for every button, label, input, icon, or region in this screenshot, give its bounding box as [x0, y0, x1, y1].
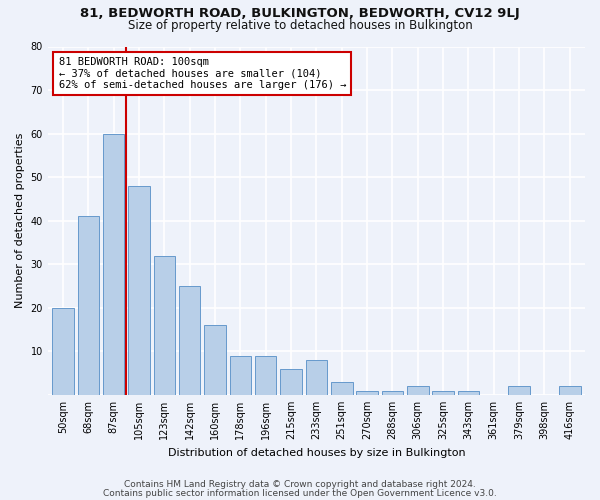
- Bar: [458, 390, 479, 395]
- Bar: [559, 386, 581, 395]
- Text: Size of property relative to detached houses in Bulkington: Size of property relative to detached ho…: [128, 19, 472, 32]
- Bar: [331, 382, 353, 395]
- Bar: [204, 325, 226, 395]
- Bar: [52, 308, 74, 395]
- Bar: [128, 186, 150, 395]
- Text: 81, BEDWORTH ROAD, BULKINGTON, BEDWORTH, CV12 9LJ: 81, BEDWORTH ROAD, BULKINGTON, BEDWORTH,…: [80, 8, 520, 20]
- X-axis label: Distribution of detached houses by size in Bulkington: Distribution of detached houses by size …: [167, 448, 465, 458]
- Y-axis label: Number of detached properties: Number of detached properties: [15, 133, 25, 308]
- Bar: [356, 390, 378, 395]
- Text: Contains HM Land Registry data © Crown copyright and database right 2024.: Contains HM Land Registry data © Crown c…: [124, 480, 476, 489]
- Bar: [305, 360, 327, 395]
- Bar: [433, 390, 454, 395]
- Bar: [77, 216, 99, 395]
- Bar: [103, 134, 124, 395]
- Text: Contains public sector information licensed under the Open Government Licence v3: Contains public sector information licen…: [103, 488, 497, 498]
- Bar: [154, 256, 175, 395]
- Bar: [382, 390, 403, 395]
- Bar: [230, 356, 251, 395]
- Text: 81 BEDWORTH ROAD: 100sqm
← 37% of detached houses are smaller (104)
62% of semi-: 81 BEDWORTH ROAD: 100sqm ← 37% of detach…: [59, 57, 346, 90]
- Bar: [407, 386, 428, 395]
- Bar: [255, 356, 277, 395]
- Bar: [280, 369, 302, 395]
- Bar: [179, 286, 200, 395]
- Bar: [508, 386, 530, 395]
